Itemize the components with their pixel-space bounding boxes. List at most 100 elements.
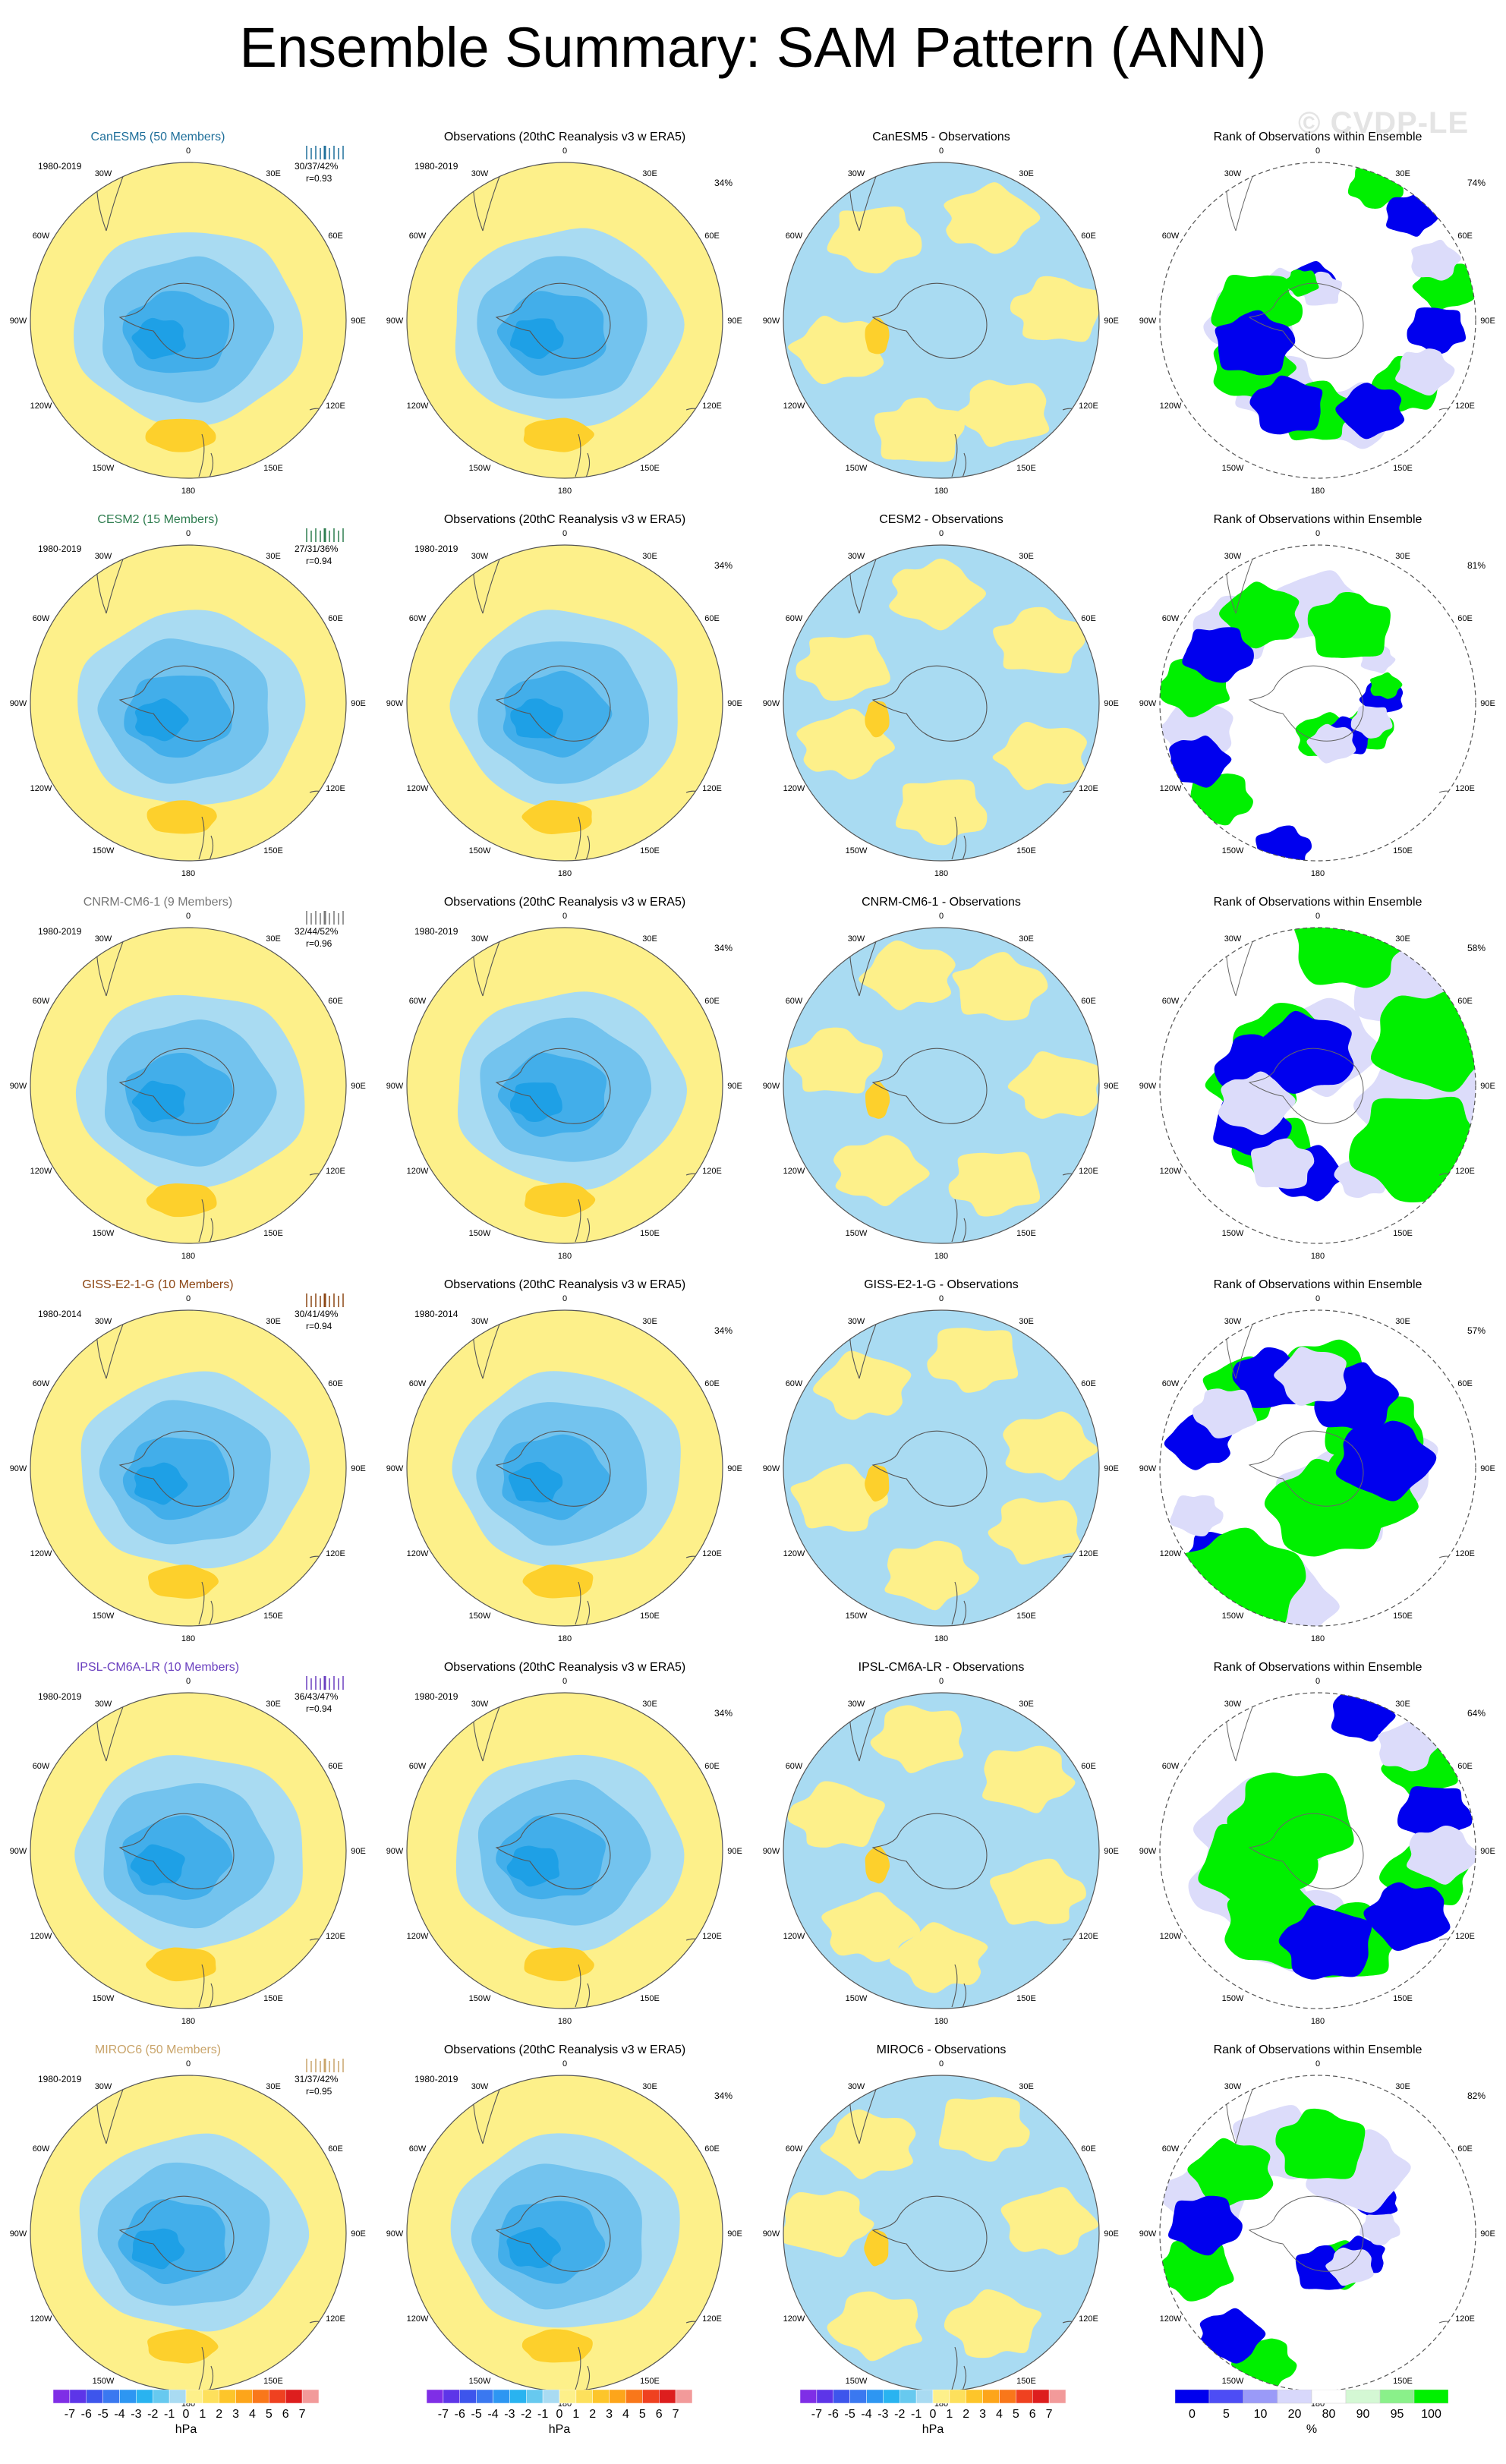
- lon-label: 150W: [846, 1229, 868, 1238]
- colorbar-label: 7: [298, 2408, 306, 2421]
- lon-label: 90W: [10, 2229, 27, 2239]
- polar-map: 0 30E 60E 90E 120E 150E 180 150W 120W 90W 60W 30W: [1139, 1294, 1495, 1643]
- lon-label: 0: [562, 2059, 567, 2069]
- diff-title: CanESM5 - Observations: [872, 131, 1010, 143]
- rank-panel: 0 30E 60E 90E 120E 150E 180 150W 120W 90W 60W 30W Ra…: [1130, 2027, 1506, 2409]
- lon-label: 90E: [351, 1464, 366, 1473]
- lon-label: 30W: [848, 2082, 865, 2091]
- lon-label: 120E: [702, 402, 722, 411]
- lon-label: 150W: [93, 1229, 115, 1238]
- map-boundary: [783, 927, 1100, 1244]
- lon-label: 120E: [1079, 784, 1098, 793]
- lon-label: 60W: [33, 1762, 50, 1771]
- lon-label: 120E: [1079, 402, 1098, 411]
- lon-label: 90E: [351, 2229, 366, 2239]
- lon-label: 60E: [328, 614, 343, 623]
- lon-label: 90W: [386, 2229, 404, 2239]
- lon-label: 90E: [1480, 2229, 1495, 2239]
- lon-label: 90E: [727, 2229, 742, 2239]
- colorbar-swatch: [426, 2389, 444, 2404]
- pattern-corr: r=0.94: [306, 556, 332, 566]
- colorbar-swatch: [185, 2389, 203, 2404]
- lon-label: 60W: [33, 232, 50, 241]
- map-boundary: [1159, 162, 1476, 479]
- colorbar-label: -1: [164, 2408, 175, 2421]
- lon-label: 120W: [1160, 1167, 1182, 1176]
- rank-blob: [1215, 310, 1296, 376]
- lon-label: 90E: [351, 317, 366, 326]
- lon-label: 0: [939, 2059, 944, 2069]
- model-panel: 0 30E 60E 90E 120E 150E 180 150W 120W 90W 60W 30W GI…: [0, 1262, 376, 1644]
- lon-label: 150W: [469, 464, 491, 473]
- colorbar-swatch: [102, 2389, 120, 2404]
- lon-label: 30W: [471, 552, 489, 561]
- lon-label: 120W: [30, 784, 52, 793]
- lon-label: 90E: [727, 317, 742, 326]
- colorbar-label: 1: [946, 2408, 953, 2421]
- pattern-corr: r=0.95: [306, 2086, 332, 2097]
- lon-label: 60E: [1457, 1379, 1473, 1388]
- colorbar-swatch: [542, 2389, 560, 2404]
- colorbar-label: 3: [979, 2408, 987, 2421]
- period-label: 1980-2019: [38, 2074, 82, 2084]
- polar-map: 0 30E 60E 90E 120E 150E 180 150W 120W 90W 60W 30W: [386, 1294, 742, 1643]
- lon-label: 120E: [1455, 1549, 1475, 1558]
- colorbar-unit: hPa: [175, 2423, 197, 2436]
- lon-label: 150W: [1222, 1612, 1244, 1621]
- lon-label: 60W: [1162, 1379, 1180, 1388]
- lon-label: 120W: [407, 1932, 429, 1941]
- lon-label: 120W: [1160, 1549, 1182, 1558]
- lon-label: 0: [562, 1677, 567, 1686]
- lon-label: 150W: [1222, 1229, 1244, 1238]
- lon-label: 90E: [1480, 1464, 1495, 1473]
- lon-label: 120E: [702, 1932, 722, 1941]
- antarctica-coast: [495, 1813, 611, 1889]
- lon-label: 120E: [1455, 784, 1475, 793]
- lon-label: 90W: [386, 699, 404, 708]
- lon-label: 180: [1311, 869, 1325, 878]
- lon-label: 30E: [1019, 2082, 1034, 2091]
- lon-label: 150W: [1222, 464, 1244, 473]
- model-title: IPSL-CM6A-LR (10 Members): [76, 1661, 240, 1674]
- lon-label: 150W: [469, 1994, 491, 2003]
- map-boundary: [406, 1309, 723, 1627]
- map-boundary: [783, 1309, 1100, 1627]
- lon-label: 60E: [1081, 2144, 1096, 2154]
- colorbar-label: 0: [182, 2408, 190, 2421]
- lon-label: 180: [558, 2017, 572, 2026]
- lon-label: 60E: [328, 2144, 343, 2154]
- rank-blob: [1170, 1495, 1224, 1537]
- diff-panel: 0 30E 60E 90E 120E 150E 180 150W 120W 90W 60W 30W MI…: [753, 2027, 1130, 2409]
- lon-label: 0: [939, 529, 944, 538]
- colorbar-label: -5: [471, 2408, 482, 2421]
- lon-label: 90E: [1104, 699, 1119, 708]
- watermark: © CVDP-LE: [1298, 106, 1470, 140]
- colorbar-swatch: [1311, 2389, 1347, 2404]
- lon-label: 150W: [469, 1229, 491, 1238]
- colorbar-label: 4: [249, 2408, 256, 2421]
- lon-label: 90E: [727, 1464, 742, 1473]
- lon-label: 120W: [783, 784, 805, 793]
- lon-label: 30W: [95, 2082, 112, 2091]
- rank-panel: 0 30E 60E 90E 120E 150E 180 150W 120W 90W 60W 30W Ra…: [1130, 114, 1506, 496]
- lon-label: 180: [181, 869, 195, 878]
- colorbar-label: 4: [996, 2408, 1003, 2421]
- lon-label: 150E: [1016, 1612, 1036, 1621]
- lon-label: 90E: [351, 1082, 366, 1091]
- model-panel: 0 30E 60E 90E 120E 150E 180 150W 120W 90W 60W 30W CE…: [0, 496, 376, 879]
- lon-label: 120E: [326, 1932, 345, 1941]
- rank-blob: [1182, 627, 1254, 683]
- lon-label: 150E: [1393, 1994, 1413, 2003]
- colorbar-swatch: [86, 2389, 103, 2404]
- lon-label: 30E: [266, 1700, 281, 1709]
- period-label: 1980-2014: [414, 1309, 458, 1319]
- lon-label: 60E: [704, 232, 720, 241]
- lon-label: 60E: [704, 1762, 720, 1771]
- lon-label: 60E: [1081, 232, 1096, 241]
- lon-label: 120E: [1079, 1167, 1098, 1176]
- pattern-corr: r=0.94: [306, 1703, 332, 1714]
- colorbar-label: 5: [265, 2408, 273, 2421]
- lon-label: 60E: [704, 2144, 720, 2154]
- lon-label: 120W: [407, 402, 429, 411]
- spread-stat: 30/41/49%: [295, 1309, 339, 1319]
